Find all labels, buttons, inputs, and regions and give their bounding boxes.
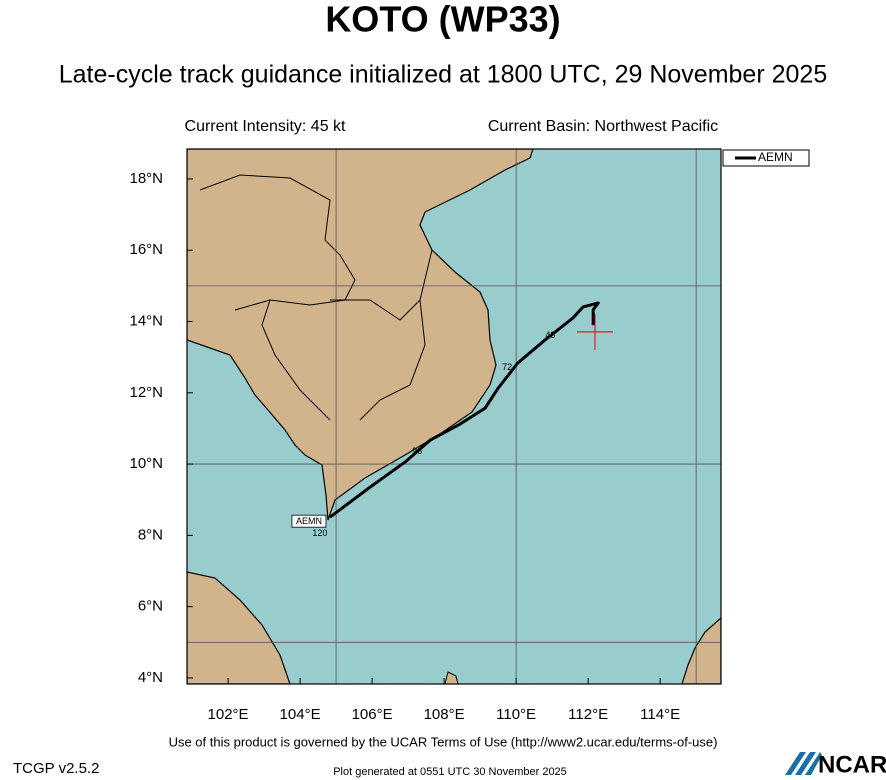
title: KOTO (WP33) xyxy=(325,0,560,40)
y-tick-label: 8°N xyxy=(138,526,163,543)
x-tick-label: 108°E xyxy=(424,706,465,723)
ncar-logo: NCAR xyxy=(785,751,886,778)
y-tick-label: 16°N xyxy=(129,241,163,258)
x-tick-label: 104°E xyxy=(280,706,321,723)
land xyxy=(187,149,534,521)
map-frame xyxy=(186,148,722,685)
logo-text: NCAR xyxy=(818,751,886,778)
x-tick-label: 114°E xyxy=(640,706,680,723)
legend-label: AEMN xyxy=(758,150,793,164)
version: TCGP v2.5.2 xyxy=(13,760,99,777)
land xyxy=(187,571,291,684)
track-label: AEMN xyxy=(296,516,322,526)
generated: Plot generated at 0551 UTC 30 November 2… xyxy=(333,766,567,778)
forecast-hour: 120 xyxy=(312,528,327,538)
y-tick-label: 12°N xyxy=(129,384,163,401)
subtitle: Late-cycle track guidance initialized at… xyxy=(59,61,827,89)
terms: Use of this product is governed by the U… xyxy=(169,734,718,749)
land xyxy=(681,617,721,684)
y-tick-label: 14°N xyxy=(129,312,163,329)
island xyxy=(444,671,459,684)
map: 48 72 96 120 AEMN xyxy=(187,149,721,684)
border xyxy=(199,174,433,421)
y-tick-label: 10°N xyxy=(129,455,163,472)
storm-position xyxy=(576,313,613,350)
y-tick-label: 18°N xyxy=(129,170,163,187)
logo-mark xyxy=(785,752,822,775)
intensity: Current Intensity: 45 kt xyxy=(185,118,347,135)
track xyxy=(329,301,600,519)
y-tick-label: 4°N xyxy=(138,669,163,686)
y-tick-label: 6°N xyxy=(138,598,163,615)
basin: Current Basin: Northwest Pacific xyxy=(488,118,718,135)
x-tick-label: 102°E xyxy=(208,706,249,723)
x-tick-label: 112°E xyxy=(568,706,608,723)
x-tick-label: 106°E xyxy=(352,706,393,723)
track-label-box xyxy=(291,514,327,528)
forecast-hour: 96 xyxy=(412,446,422,456)
forecast-hour: 48 xyxy=(545,330,555,340)
legend-box xyxy=(722,149,810,167)
forecast-hour: 72 xyxy=(502,362,512,372)
x-tick-label: 110°E xyxy=(496,706,536,723)
